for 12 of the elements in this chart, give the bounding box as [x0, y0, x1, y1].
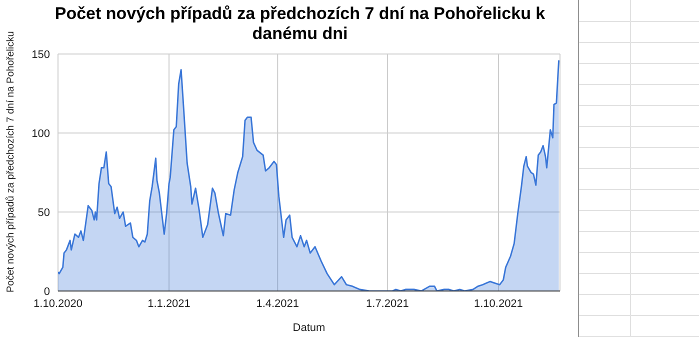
y-axis-title: Počet nových případů za předchozích 7 dní na Pohořelicku	[4, 31, 17, 292]
x-tick-label: 1.1.2021	[148, 298, 190, 310]
y-tick-label: 0	[44, 286, 50, 298]
x-tick-label: 1.4.2021	[256, 298, 300, 310]
y-tick-label: 50	[38, 206, 50, 219]
y-tick-label: 100	[32, 128, 50, 140]
chart-title: Počet nových případů za předchozích 7 dní na Pohořelicku k danému dni	[54, 4, 546, 44]
x-tick-label: 1.10.2020	[34, 298, 82, 310]
x-tick-label: 1.7.2021	[366, 298, 409, 310]
x-axis-title: Datum	[292, 322, 326, 334]
y-tick-label: 150	[32, 48, 50, 61]
x-tick-label: 1.10.2021	[474, 298, 523, 310]
